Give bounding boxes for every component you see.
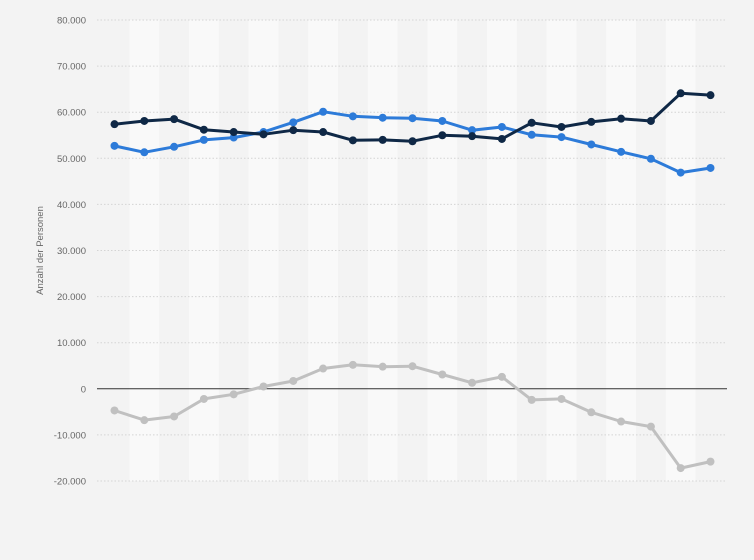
data-point[interactable] xyxy=(587,408,596,417)
y-tick-label: 40.000 xyxy=(57,200,86,211)
background-bands xyxy=(129,20,696,481)
data-point[interactable] xyxy=(617,114,626,123)
data-point[interactable] xyxy=(646,116,655,125)
data-point[interactable] xyxy=(676,464,685,473)
y-tick-label: 60.000 xyxy=(57,108,86,119)
y-axis-title: Anzahl der Personen xyxy=(35,206,46,295)
data-point[interactable] xyxy=(199,125,208,134)
data-point[interactable] xyxy=(348,136,357,145)
background-band xyxy=(606,20,636,481)
data-point[interactable] xyxy=(587,117,596,126)
y-tick-label: 0 xyxy=(81,384,86,395)
data-point[interactable] xyxy=(587,140,596,149)
data-point[interactable] xyxy=(289,118,298,127)
data-point[interactable] xyxy=(527,118,536,127)
y-tick-label: 70.000 xyxy=(57,62,86,73)
data-point[interactable] xyxy=(199,135,208,144)
y-tick-label: 50.000 xyxy=(57,154,86,165)
data-point[interactable] xyxy=(617,417,626,426)
data-point[interactable] xyxy=(348,112,357,121)
data-point[interactable] xyxy=(676,168,685,177)
series-1 xyxy=(110,89,715,146)
data-point[interactable] xyxy=(110,141,119,150)
data-point[interactable] xyxy=(468,378,477,387)
data-point[interactable] xyxy=(527,395,536,404)
data-point[interactable] xyxy=(289,376,298,385)
data-point[interactable] xyxy=(557,122,566,131)
data-point[interactable] xyxy=(140,416,149,425)
data-point[interactable] xyxy=(348,360,357,369)
data-point[interactable] xyxy=(408,362,417,371)
y-tick-label: 10.000 xyxy=(57,338,86,349)
y-axis-tick-labels: 80.000 70.000 60.000 50.000 40.000 30.000 20.0… xyxy=(54,16,86,488)
background-band xyxy=(367,20,398,481)
background-band xyxy=(546,20,577,481)
data-point[interactable] xyxy=(319,364,328,373)
data-point[interactable] xyxy=(646,422,655,431)
data-point[interactable] xyxy=(289,126,298,135)
data-point[interactable] xyxy=(646,154,655,163)
data-point[interactable] xyxy=(497,372,506,381)
background-band xyxy=(487,20,517,481)
background-band xyxy=(248,20,279,481)
data-point[interactable] xyxy=(497,122,506,131)
y-tick-label: -10.000 xyxy=(54,430,86,441)
data-point[interactable] xyxy=(527,130,536,139)
background-band xyxy=(129,20,160,481)
data-point[interactable] xyxy=(140,148,149,157)
data-point[interactable] xyxy=(170,142,179,151)
data-point[interactable] xyxy=(110,120,119,129)
data-point[interactable] xyxy=(468,132,477,141)
series-layer xyxy=(110,89,715,473)
data-point[interactable] xyxy=(259,130,268,139)
background-band xyxy=(427,20,458,481)
y-tick-label: -20.000 xyxy=(54,477,86,488)
data-point[interactable] xyxy=(229,128,238,137)
data-point[interactable] xyxy=(110,406,119,415)
data-point[interactable] xyxy=(378,362,387,371)
data-point[interactable] xyxy=(199,394,208,403)
data-point[interactable] xyxy=(438,116,447,125)
y-tick-label: 30.000 xyxy=(57,246,86,257)
data-point[interactable] xyxy=(170,115,179,124)
data-point[interactable] xyxy=(497,134,506,143)
data-point[interactable] xyxy=(408,114,417,123)
background-band xyxy=(665,20,696,481)
data-point[interactable] xyxy=(706,457,715,466)
data-point[interactable] xyxy=(259,382,268,391)
data-point[interactable] xyxy=(438,131,447,140)
data-point[interactable] xyxy=(706,163,715,172)
data-point[interactable] xyxy=(557,394,566,403)
data-point[interactable] xyxy=(140,116,149,125)
gridlines xyxy=(97,19,727,482)
data-point[interactable] xyxy=(319,107,328,116)
data-point[interactable] xyxy=(468,126,477,135)
data-point[interactable] xyxy=(706,91,715,100)
data-point[interactable] xyxy=(378,113,387,122)
data-point[interactable] xyxy=(229,390,238,399)
data-point[interactable] xyxy=(378,135,387,144)
data-point[interactable] xyxy=(408,137,417,146)
data-point[interactable] xyxy=(170,412,179,421)
background-band xyxy=(189,20,219,481)
background-band xyxy=(308,20,338,481)
y-tick-label: 20.000 xyxy=(57,292,86,303)
data-point[interactable] xyxy=(229,133,238,142)
data-point[interactable] xyxy=(617,147,626,156)
data-point[interactable] xyxy=(676,89,685,98)
data-point[interactable] xyxy=(319,128,328,137)
data-point[interactable] xyxy=(438,370,447,379)
y-tick-label: 80.000 xyxy=(57,16,86,27)
data-point[interactable] xyxy=(557,133,566,142)
series-2 xyxy=(110,360,715,473)
